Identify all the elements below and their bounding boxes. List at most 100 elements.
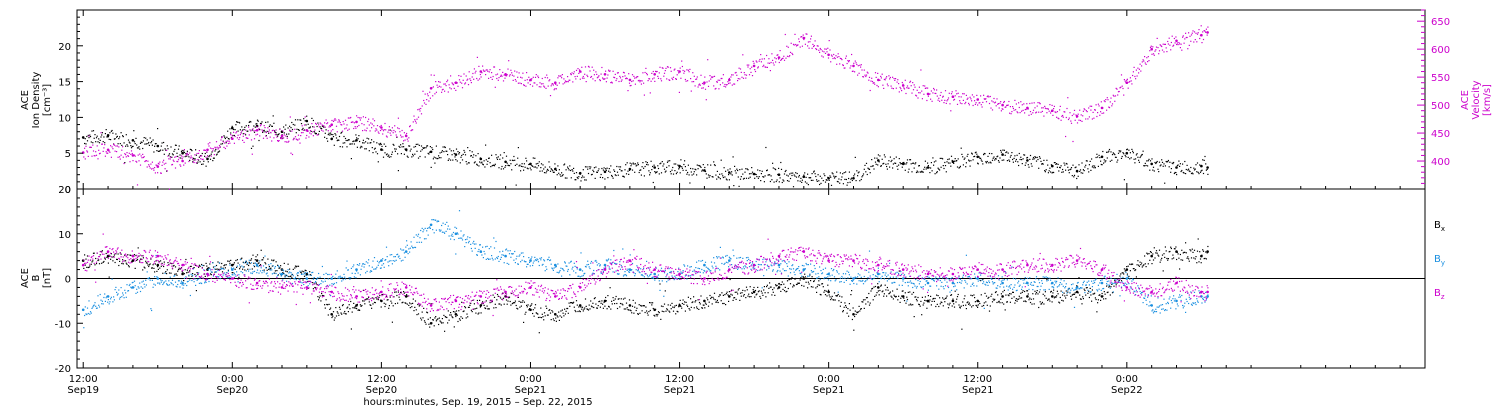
data-dot [1058, 118, 1060, 120]
data-dot [418, 108, 420, 110]
data-dot [243, 141, 245, 143]
data-dot [872, 82, 874, 84]
data-dot [876, 84, 878, 87]
data-dot [236, 259, 238, 261]
data-dot [443, 314, 445, 316]
data-dot [596, 171, 598, 173]
data-dot [883, 78, 885, 80]
data-dot [581, 308, 583, 310]
data-dot [728, 77, 730, 80]
data-dot [107, 299, 109, 301]
data-dot [655, 172, 657, 174]
data-dot [297, 134, 300, 136]
data-dot [142, 156, 144, 159]
data-dot [1130, 157, 1132, 159]
data-dot [303, 273, 306, 275]
data-dot [839, 172, 841, 174]
data-dot [1067, 166, 1069, 168]
data-dot [402, 301, 404, 303]
data-dot [1094, 297, 1096, 299]
data-dot [83, 327, 85, 329]
data-dot [170, 282, 172, 284]
data-dot [518, 300, 520, 302]
data-dot [520, 165, 522, 167]
data-dot [1186, 257, 1188, 259]
data-dot [615, 79, 617, 82]
data-dot [250, 130, 252, 132]
data-dot [347, 139, 349, 142]
data-dot [273, 272, 275, 274]
data-dot [807, 184, 809, 186]
data-dot [166, 284, 168, 286]
data-dot [173, 150, 175, 152]
data-dot [406, 294, 408, 296]
data-dot [752, 60, 754, 62]
data-dot [813, 45, 815, 47]
data-dot [297, 272, 300, 274]
data-dot [230, 134, 232, 136]
data-dot [514, 70, 516, 72]
data-dot [141, 157, 143, 159]
data-dot [1114, 95, 1117, 97]
data-dot [933, 89, 935, 91]
data-dot [297, 129, 300, 131]
data-dot [430, 166, 432, 168]
data-dot [101, 262, 103, 264]
data-dot [1053, 289, 1055, 291]
data-dot [1047, 108, 1049, 110]
data-dot [158, 150, 160, 152]
data-dot [929, 93, 931, 95]
data-dot [795, 45, 798, 47]
data-dot [386, 299, 388, 301]
data-dot [271, 140, 273, 142]
data-dot [609, 171, 611, 173]
data-dot [721, 173, 723, 175]
data-dot [565, 310, 567, 312]
data-dot [297, 119, 299, 121]
data-dot [262, 130, 265, 132]
data-dot [294, 276, 297, 278]
data-dot [523, 84, 525, 86]
data-dot [246, 130, 248, 132]
data-dot [640, 304, 642, 307]
data-dot [606, 308, 608, 310]
data-dot [496, 158, 499, 160]
data-dot [605, 296, 607, 299]
data-dot [555, 169, 557, 171]
data-dot [882, 84, 884, 86]
data-dot [832, 173, 834, 175]
data-dot [613, 169, 615, 171]
data-dot [107, 136, 109, 138]
data-point [479, 304, 483, 307]
data-dot [734, 165, 736, 167]
data-dot [659, 66, 661, 68]
data-dot [1044, 107, 1046, 109]
data-dot [611, 175, 613, 178]
data-dot [285, 135, 287, 137]
data-dot [601, 167, 603, 170]
data-dot [1133, 66, 1135, 68]
data-dot [984, 153, 986, 155]
data-dot [217, 261, 219, 263]
data-dot [412, 121, 414, 123]
data-dot [915, 296, 917, 298]
data-dot [309, 126, 311, 128]
data-dot [353, 143, 355, 145]
data-dot [931, 170, 933, 172]
data-dot [1176, 258, 1178, 261]
data-dot [200, 277, 202, 279]
data-dot [824, 294, 827, 296]
data-dot [227, 269, 229, 271]
data-dot [174, 148, 176, 151]
data-dot [512, 79, 514, 81]
data-dot [476, 163, 478, 165]
data-dot [352, 307, 354, 309]
data-dot [825, 179, 827, 181]
data-point [877, 78, 880, 82]
data-dot [287, 269, 289, 271]
data-dot [146, 262, 148, 264]
data-dot [455, 89, 457, 91]
data-dot [764, 292, 766, 294]
data-dot [400, 291, 402, 293]
data-dot [315, 123, 317, 125]
